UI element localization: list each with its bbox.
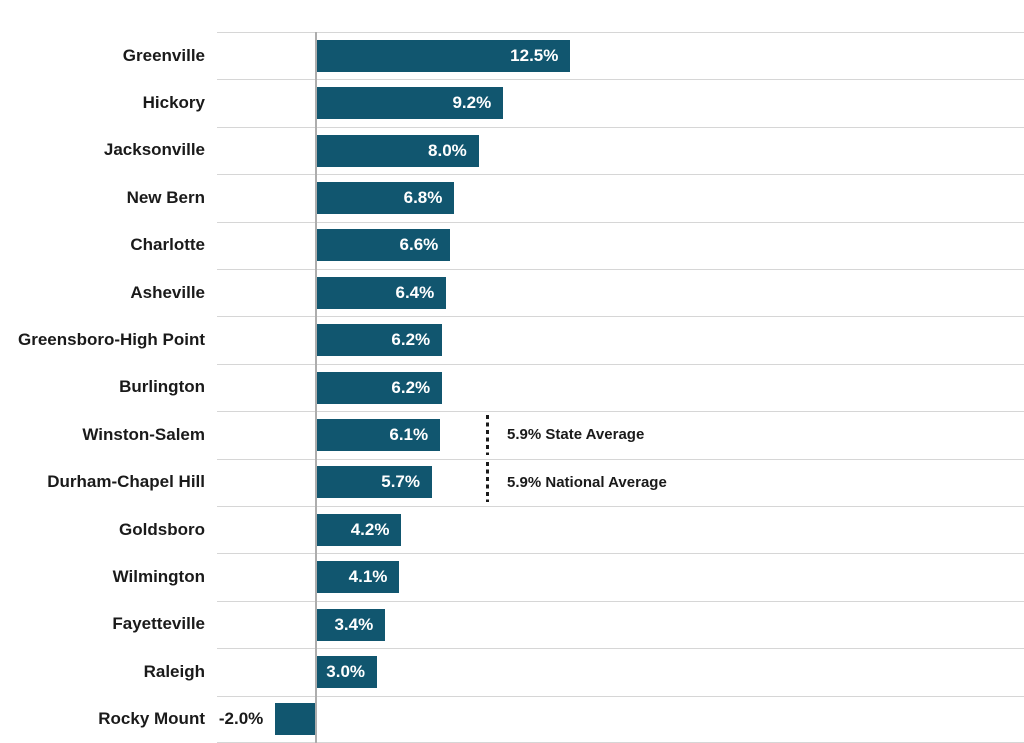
row-gridline <box>217 221 1024 223</box>
row-gridline <box>217 363 1024 365</box>
category-label: Hickory <box>142 93 205 113</box>
category-label: Wilmington <box>112 567 205 587</box>
row-gridline <box>217 316 1024 318</box>
category-label: New Bern <box>126 187 205 207</box>
category-label: Burlington <box>119 377 205 397</box>
value-label: 6.1% <box>389 424 429 444</box>
data-bar: 3.4% <box>316 608 386 641</box>
data-bar: 5.7% <box>316 466 432 499</box>
row-gridline <box>217 458 1024 460</box>
annotation-dotted-line <box>486 414 489 456</box>
value-label: -2.0% <box>218 709 264 729</box>
value-label: 4.1% <box>348 567 388 587</box>
data-bar: 6.1% <box>316 418 441 451</box>
value-label: 5.7% <box>381 472 420 492</box>
category-label: Asheville <box>130 282 205 302</box>
data-bar: 6.4% <box>316 276 447 309</box>
category-label: Raleigh <box>143 661 205 681</box>
row-gridline <box>217 174 1024 176</box>
category-label: Durham-Chapel Hill <box>47 472 205 492</box>
row-gridline <box>217 126 1024 128</box>
annotation-label: 5.9% National Average <box>507 473 667 491</box>
value-label: 6.4% <box>395 282 435 302</box>
annotation-dotted-line <box>486 462 489 503</box>
value-label: 8.0% <box>428 140 467 160</box>
data-bar: 6.8% <box>316 181 455 214</box>
value-label: 4.2% <box>350 519 390 539</box>
data-bar: 6.2% <box>316 324 443 357</box>
data-bar: 4.1% <box>316 561 400 594</box>
value-label: 3.0% <box>326 661 366 681</box>
category-label: Winston-Salem <box>82 424 205 444</box>
data-bar: 12.5% <box>316 39 571 72</box>
data-bar: 9.2% <box>316 87 504 120</box>
category-label: Goldsboro <box>119 519 205 539</box>
data-bar <box>275 703 316 736</box>
row-gridline <box>217 79 1024 81</box>
category-label: Charlotte <box>130 235 205 255</box>
value-label: 6.6% <box>399 235 439 255</box>
row-gridline <box>217 695 1024 697</box>
value-label: 12.5% <box>510 45 559 65</box>
category-label: Rocky Mount <box>98 709 205 729</box>
row-gridline <box>217 553 1024 555</box>
row-gridline <box>217 411 1024 413</box>
annotation-label: 5.9% State Average <box>507 426 645 444</box>
data-bar: 8.0% <box>316 134 479 167</box>
category-label: Greenville <box>122 45 205 65</box>
category-label: Greensboro-High Point <box>18 330 205 350</box>
value-label: 6.8% <box>403 187 443 207</box>
row-gridline <box>217 506 1024 507</box>
data-bar: 6.2% <box>316 371 443 404</box>
row-gridline <box>217 600 1024 602</box>
value-label: 6.2% <box>391 377 431 397</box>
row-gridline <box>217 648 1024 650</box>
value-label: 6.2% <box>391 330 431 350</box>
category-label: Jacksonville <box>103 140 205 160</box>
data-bar: 6.6% <box>316 229 451 262</box>
data-bar: 4.2% <box>316 513 402 546</box>
category-label: Fayetteville <box>112 614 205 634</box>
row-gridline <box>217 32 1024 33</box>
data-bar: 3.0% <box>316 655 378 688</box>
value-label: 9.2% <box>452 93 492 113</box>
value-label: 3.4% <box>334 614 374 634</box>
zero-axis-line <box>315 32 317 743</box>
row-gridline <box>217 269 1024 270</box>
